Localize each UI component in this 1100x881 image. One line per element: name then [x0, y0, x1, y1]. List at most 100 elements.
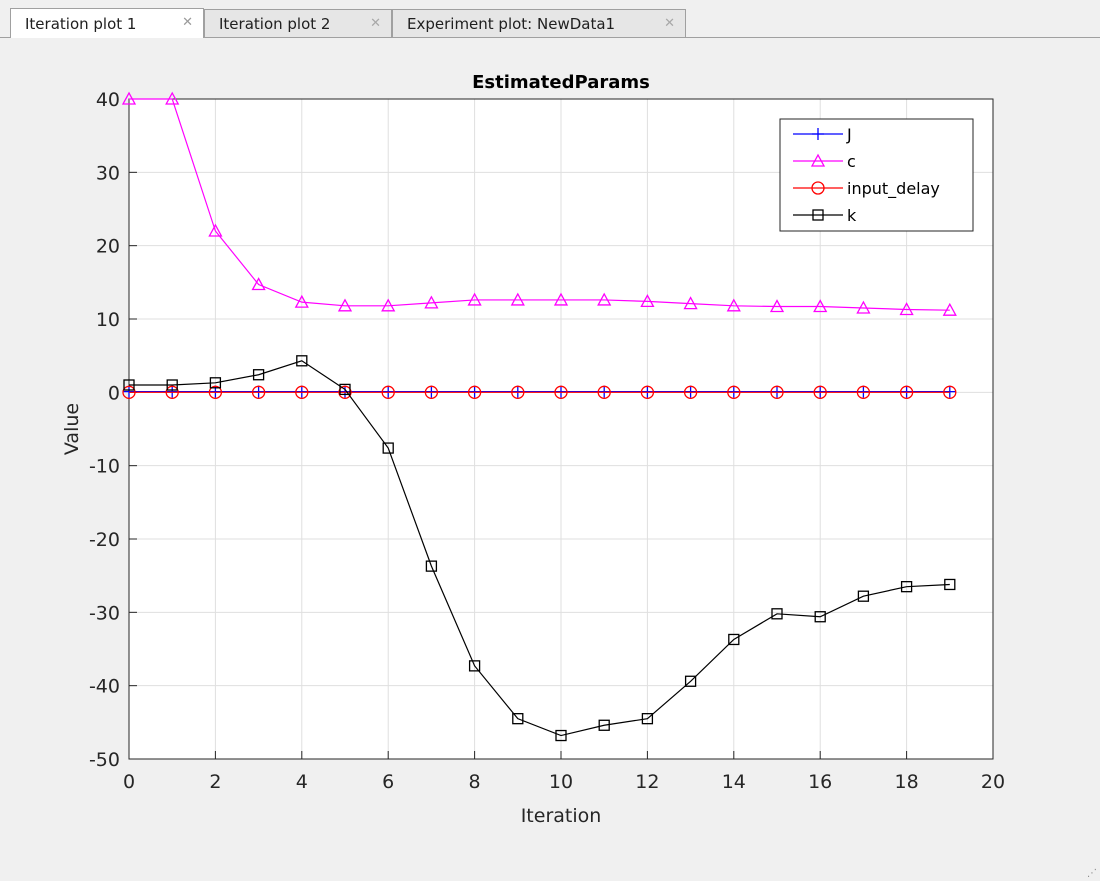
series-k: [123, 355, 956, 742]
legend-label: J: [846, 125, 852, 144]
data-point-J: [252, 385, 265, 398]
x-tick-label: 14: [722, 771, 746, 793]
plot-area: 0 2 4 6 8 10 12 14 16 18 20 -50 -40 -30 -20 -10 0 10 20 30 4…: [0, 38, 1100, 881]
x-tick-label: 8: [469, 771, 481, 793]
y-tick-label: 30: [96, 162, 120, 184]
data-point-k: [598, 719, 610, 731]
legend-marker: [810, 153, 826, 167]
estimated-params-chart[interactable]: 0 2 4 6 8 10 12 14 16 18 20 -50 -40 -30 -20 -10 0 10 20 30 4…: [0, 38, 1100, 881]
data-point-input-delay: [813, 385, 827, 399]
legend-item-J: J: [793, 125, 852, 144]
data-point-J: [468, 385, 481, 398]
series-input-delay: [122, 385, 957, 399]
data-point-J: [814, 385, 827, 398]
data-point-J: [511, 385, 524, 398]
data-point-input-delay: [467, 385, 482, 399]
x-tick-label: 10: [549, 771, 573, 793]
data-point-c: [899, 302, 914, 316]
tab-label: Iteration plot 2: [219, 14, 331, 33]
close-icon[interactable]: ✕: [182, 15, 193, 30]
series-c: [121, 91, 957, 316]
legend-marker: [812, 209, 824, 221]
x-axis-label: Iteration: [521, 805, 602, 827]
data-point-c: [942, 302, 957, 316]
x-tick-label: 6: [382, 771, 394, 793]
x-tick-label: 2: [209, 771, 221, 793]
data-point-c: [294, 294, 309, 308]
close-icon[interactable]: ✕: [664, 16, 675, 31]
legend-label: input_delay: [847, 179, 940, 199]
legend-label: c: [847, 152, 856, 171]
data-point-input-delay: [251, 385, 266, 399]
data-point-k: [209, 377, 222, 389]
x-tick-label: 4: [296, 771, 308, 793]
data-point-c: [640, 294, 655, 308]
close-icon[interactable]: ✕: [370, 16, 381, 31]
data-point-input-delay: [165, 385, 179, 399]
data-point-J: [123, 385, 135, 398]
data-point-c: [337, 298, 353, 312]
y-tick-label: 0: [108, 382, 120, 404]
tab-iteration-plot-1[interactable]: Iteration plot 1 ✕: [10, 8, 204, 38]
data-point-c: [597, 292, 612, 306]
legend-item-input-delay: input_delay: [793, 179, 940, 199]
data-point-k: [512, 713, 524, 725]
data-point-input-delay: [381, 385, 395, 399]
data-point-J: [641, 385, 654, 398]
data-point-input-delay: [511, 385, 525, 399]
tab-experiment-plot[interactable]: Experiment plot: NewData1 ✕: [392, 9, 686, 37]
data-point-k: [728, 633, 740, 646]
legend-item-c: c: [793, 152, 856, 171]
data-point-k: [641, 713, 654, 725]
data-point-c: [467, 292, 482, 306]
data-point-input-delay: [122, 385, 136, 399]
data-point-J: [771, 385, 783, 398]
data-point-input-delay: [640, 385, 655, 399]
data-point-J: [166, 385, 179, 398]
data-point-k: [382, 442, 394, 454]
data-point-c: [769, 299, 785, 313]
data-point-k: [944, 578, 956, 591]
data-point-J: [857, 385, 870, 398]
data-point-c: [813, 299, 828, 313]
tab-label: Iteration plot 1: [25, 14, 137, 33]
y-tick-label: -50: [89, 749, 120, 771]
y-tick-label: -30: [89, 602, 120, 624]
tab-iteration-plot-2[interactable]: Iteration plot 2 ✕: [204, 9, 392, 37]
data-point-k: [339, 383, 351, 396]
data-point-k: [555, 729, 567, 742]
y-axis-label: Value: [61, 403, 83, 455]
legend-marker: [812, 128, 824, 140]
data-point-c: [856, 300, 871, 314]
data-point-c: [683, 296, 698, 310]
data-point-input-delay: [943, 385, 957, 399]
data-point-c: [251, 277, 266, 291]
series: [121, 91, 957, 742]
y-tick-label: 10: [96, 309, 120, 331]
x-tick-label: 20: [981, 771, 1005, 793]
data-point-c: [553, 292, 569, 306]
data-point-k: [296, 355, 308, 367]
data-point-c: [510, 292, 525, 306]
data-point-k: [684, 675, 697, 687]
data-point-k: [771, 608, 783, 620]
data-point-input-delay: [856, 385, 871, 399]
data-point-input-delay: [597, 385, 611, 399]
tick-labels: 0 2 4 6 8 10 12 14 16 18 20 -50 -40 -30 -20 -10 0 10 20 30 4…: [89, 89, 1005, 793]
data-point-J: [295, 385, 308, 398]
x-tick-label: 12: [635, 771, 659, 793]
legend-item-k: k: [793, 206, 857, 225]
data-point-J: [900, 385, 913, 398]
data-point-c: [726, 298, 741, 312]
data-point-input-delay: [295, 385, 309, 399]
data-point-input-delay: [338, 385, 352, 399]
data-point-c: [165, 91, 180, 105]
data-point-k: [857, 590, 870, 602]
tab-bar-divider: [0, 37, 1100, 38]
y-tick-label: -10: [89, 456, 120, 478]
data-point-c: [208, 223, 223, 237]
legend-marker: [811, 181, 825, 195]
y-tick-label: 40: [96, 89, 120, 111]
resize-grip-icon[interactable]: ⋰: [1087, 868, 1098, 879]
